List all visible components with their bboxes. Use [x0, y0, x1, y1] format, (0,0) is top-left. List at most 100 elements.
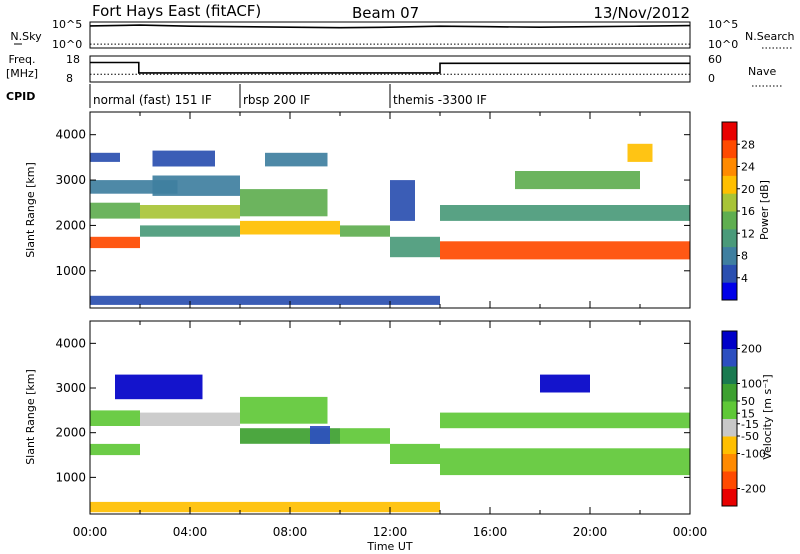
nave-label: Nave	[748, 65, 776, 78]
colorbar-tick-label: 12	[741, 227, 755, 240]
data-band	[240, 396, 328, 424]
power-axes: 1000 2000 3000 4000	[55, 112, 691, 308]
date-label: 13/Nov/2012	[593, 4, 690, 22]
data-band	[340, 428, 390, 444]
cpid-segments: normal (fast) 151 IF rbsp 200 IF themis -3…	[89, 84, 487, 108]
x-tick-label: 00:00	[673, 525, 708, 539]
colorbar-swatch	[722, 331, 737, 349]
data-band	[515, 171, 640, 190]
colorbar-tick-label: 15	[741, 407, 755, 420]
power-y-axis-label: Slant Range [km]	[24, 162, 37, 258]
data-band	[627, 143, 653, 162]
noise-search-label: N.Search	[745, 30, 795, 43]
x-axis-label: Time UT	[366, 540, 412, 553]
freq-tick-top: 18	[66, 53, 80, 66]
x-tick-label: 20:00	[573, 525, 608, 539]
power-panel: 1000 2000 3000 4000 Slant Range [km] 4 8 12 16…	[24, 111, 771, 309]
colorbar-swatch	[722, 453, 737, 472]
colorbar-tick-label: -100	[741, 448, 766, 461]
power-colorbar-label: Power [dB]	[758, 180, 771, 240]
y-tick-label: 4000	[55, 128, 86, 142]
colorbar-swatch	[722, 211, 737, 230]
colorbar-tick-label: 8	[741, 250, 748, 263]
cpid-segment-label: themis -3300 IF	[393, 93, 487, 107]
data-band	[265, 152, 328, 167]
noise-left-tick-top: 10^5	[52, 18, 82, 31]
power-colorbar: 4 8 12 16 20 24 28	[721, 121, 755, 301]
data-band	[90, 501, 440, 513]
velocity-colorbar-label: Velocity [m s⁻¹]	[761, 374, 774, 459]
noise-panel: N.Sky 10^5 10^0 10^5 10^0 N.Search	[10, 18, 794, 51]
x-tick-label: 16:00	[473, 525, 508, 539]
colorbar-tick-label: -15	[741, 418, 759, 431]
data-band	[90, 410, 140, 426]
frequency-panel: Freq. [MHz] 18 8 60 0 Nave	[6, 53, 782, 87]
x-tick-label: 12:00	[373, 525, 408, 539]
data-band	[140, 225, 240, 237]
colorbar-swatch	[722, 471, 737, 489]
data-band	[90, 443, 140, 456]
colorbar-swatch	[722, 175, 737, 194]
x-tick-label: 08:00	[273, 525, 308, 539]
colorbar-swatch	[722, 488, 737, 507]
data-band	[152, 175, 240, 196]
noise-right-tick-bottom: 10^0	[708, 38, 738, 51]
colorbar-tick-label: 200	[741, 343, 762, 356]
data-band	[240, 189, 328, 217]
colorbar-tick-label: 16	[741, 205, 755, 218]
y-tick-label: 2000	[55, 426, 86, 440]
x-tick-label: 00:00	[73, 525, 108, 539]
colorbar-tick-label: 20	[741, 183, 755, 196]
data-band	[90, 236, 140, 249]
data-band	[115, 374, 203, 400]
y-tick-label: 3000	[55, 173, 86, 187]
colorbar-swatch	[722, 418, 737, 437]
data-band	[90, 152, 120, 162]
data-band	[340, 225, 390, 237]
colorbar-swatch	[722, 122, 737, 141]
colorbar-tick-label: 4	[741, 272, 748, 285]
colorbar-swatch	[722, 157, 737, 176]
colorbar-swatch	[722, 401, 737, 419]
frequency-frame	[89, 55, 691, 83]
noise-frame	[89, 21, 691, 49]
noise-right-tick-top: 10^5	[708, 18, 738, 31]
beam-label: Beam 07	[352, 4, 419, 22]
power-cells	[90, 143, 690, 305]
data-band	[540, 374, 590, 393]
colorbar-tick-label: -50	[741, 430, 759, 443]
colorbar-swatch	[722, 348, 737, 367]
y-tick-label: 3000	[55, 381, 86, 395]
data-band	[390, 443, 440, 464]
velocity-axes: 1000 2000 3000 4000	[55, 321, 691, 514]
colorbar-swatch	[722, 193, 737, 212]
colorbar-tick-label: 28	[741, 138, 755, 151]
noise-series	[14, 24, 792, 49]
colorbar-tick-label: 50	[741, 395, 755, 408]
colorbar-tick-label: 24	[741, 161, 755, 174]
nave-tick-top: 60	[708, 53, 722, 66]
colorbar-swatch	[722, 436, 737, 454]
colorbar-swatch	[722, 383, 737, 402]
x-tick-label: 04:00	[173, 525, 208, 539]
colorbar-swatch	[722, 282, 737, 301]
y-tick-label: 1000	[55, 264, 86, 278]
noise-sky-label: N.Sky	[10, 30, 42, 43]
freq-label: Freq.	[8, 53, 35, 66]
colorbar-swatch	[722, 139, 737, 159]
series-line-freq-	[90, 61, 690, 74]
velocity-y-axis-label: Slant Range [km]	[24, 369, 37, 465]
data-band	[310, 426, 330, 444]
series-line-n-sky	[89, 24, 691, 29]
data-band	[390, 236, 440, 258]
colorbar-swatch	[722, 366, 737, 384]
colorbar-frame	[721, 330, 738, 507]
data-band	[440, 412, 690, 429]
data-band	[140, 205, 240, 219]
data-band	[90, 295, 440, 305]
station-title: Fort Hays East (fitACF)	[92, 2, 261, 20]
nave-tick-bottom: 0	[708, 72, 715, 85]
colorbar-swatch	[722, 228, 737, 248]
